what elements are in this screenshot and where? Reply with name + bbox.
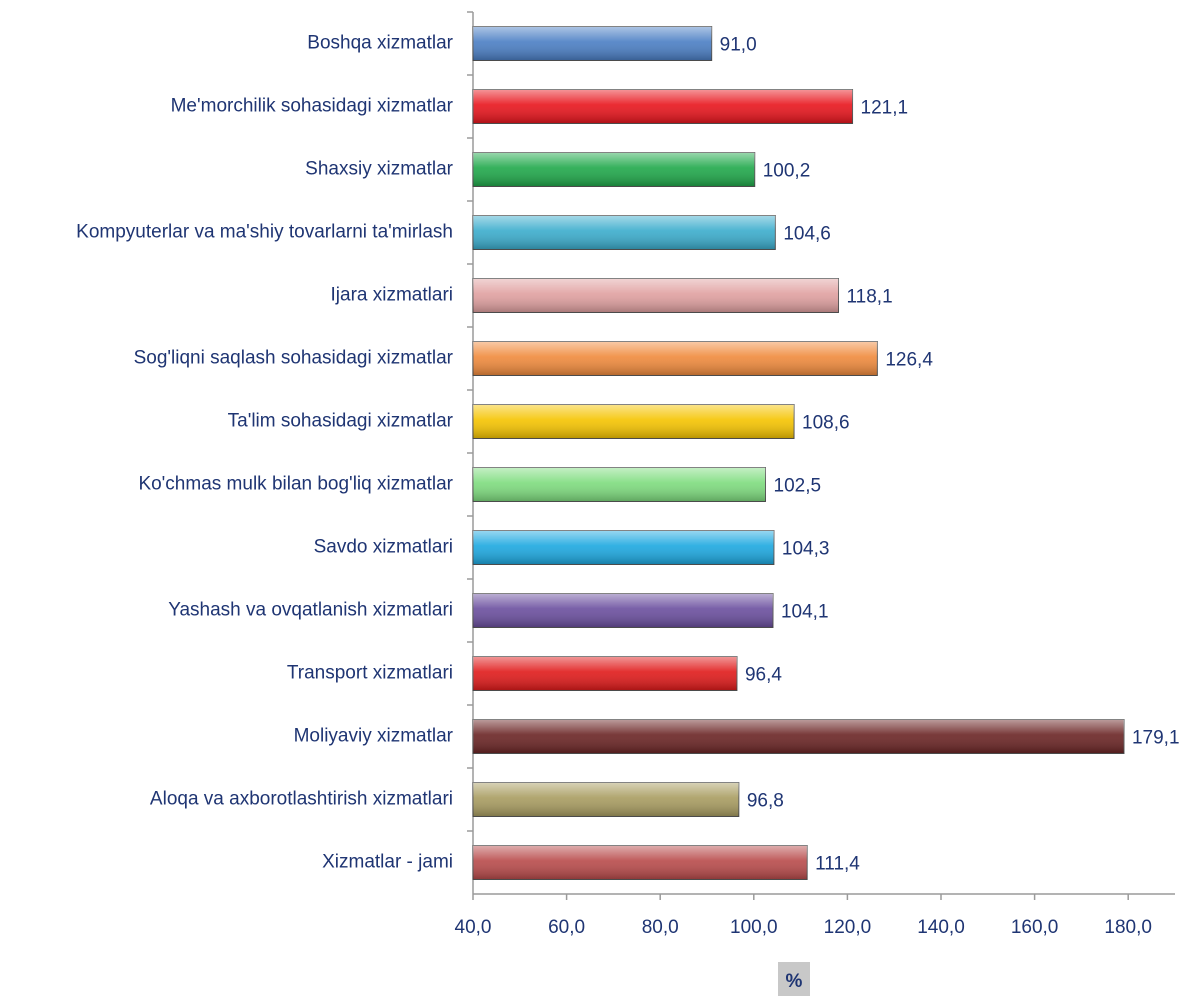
value-label: 91,0 — [720, 35, 757, 56]
bar-shine — [473, 404, 795, 439]
x-tick-label: 180,0 — [1104, 917, 1152, 938]
bar-shine — [473, 719, 1124, 754]
value-label: 104,6 — [783, 224, 831, 245]
y-tick-label: Xizmatlar - jami — [322, 852, 453, 873]
x-tick-label: 160,0 — [1011, 917, 1059, 938]
value-label: 102,5 — [774, 476, 822, 497]
value-label: 104,3 — [782, 539, 830, 560]
bar-shine — [473, 782, 739, 817]
y-tick-label: Yashash va ovqatlanish xizmatlari — [168, 600, 453, 621]
y-tick-label: Boshqa xizmatlar — [307, 33, 453, 54]
y-tick-label: Sog'liqni saqlash sohasidagi xizmatlar — [134, 348, 454, 369]
y-tick-label: Ta'lim sohasidagi xizmatlar — [228, 411, 454, 432]
x-axis-label: % — [786, 971, 803, 992]
value-label: 108,6 — [802, 413, 850, 434]
bar-shine — [473, 656, 737, 691]
x-tick-label: 140,0 — [917, 917, 965, 938]
bar-shine — [473, 89, 853, 124]
x-tick-label: 40,0 — [455, 917, 492, 938]
value-label: 100,2 — [763, 161, 811, 182]
bar-shine — [473, 530, 774, 565]
value-label: 96,4 — [745, 665, 782, 686]
y-tick-label: Shaxsiy xizmatlar — [305, 159, 453, 180]
bar-shine — [473, 215, 776, 250]
x-tick-label: 60,0 — [548, 917, 585, 938]
y-tick-label: Me'morchilik sohasidagi xizmatlar — [171, 96, 454, 117]
value-label: 121,1 — [861, 98, 909, 119]
value-label: 179,1 — [1132, 728, 1180, 749]
x-tick-label: 80,0 — [642, 917, 679, 938]
y-tick-label: Ijara xizmatlari — [331, 285, 453, 306]
value-label: 126,4 — [885, 350, 933, 371]
y-tick-label: Moliyaviy xizmatlar — [294, 726, 454, 747]
y-tick-label: Aloqa va axborotlashtirish xizmatlari — [150, 789, 453, 810]
x-label-box — [778, 962, 810, 996]
y-tick-label: Savdo xizmatlari — [314, 537, 453, 558]
x-tick-label: 120,0 — [824, 917, 872, 938]
value-label: 104,1 — [781, 602, 829, 623]
value-label: 96,8 — [747, 791, 784, 812]
bar-shine — [473, 152, 755, 187]
x-tick-label: 100,0 — [730, 917, 778, 938]
value-label: 111,4 — [815, 854, 860, 875]
y-tick-label: Kompyuterlar va ma'shiy tovarlarni ta'mi… — [76, 222, 453, 243]
bar-shine — [473, 341, 878, 376]
y-tick-label: Ko'chmas mulk bilan bog'liq xizmatlar — [138, 474, 453, 495]
value-label: 118,1 — [847, 287, 893, 308]
y-tick-label: Transport xizmatlari — [287, 663, 453, 684]
bar-shine — [473, 278, 839, 313]
bar-shine — [473, 593, 773, 628]
bar-shine — [473, 845, 808, 880]
bar-shine — [473, 26, 712, 61]
bar-shine — [473, 467, 766, 502]
